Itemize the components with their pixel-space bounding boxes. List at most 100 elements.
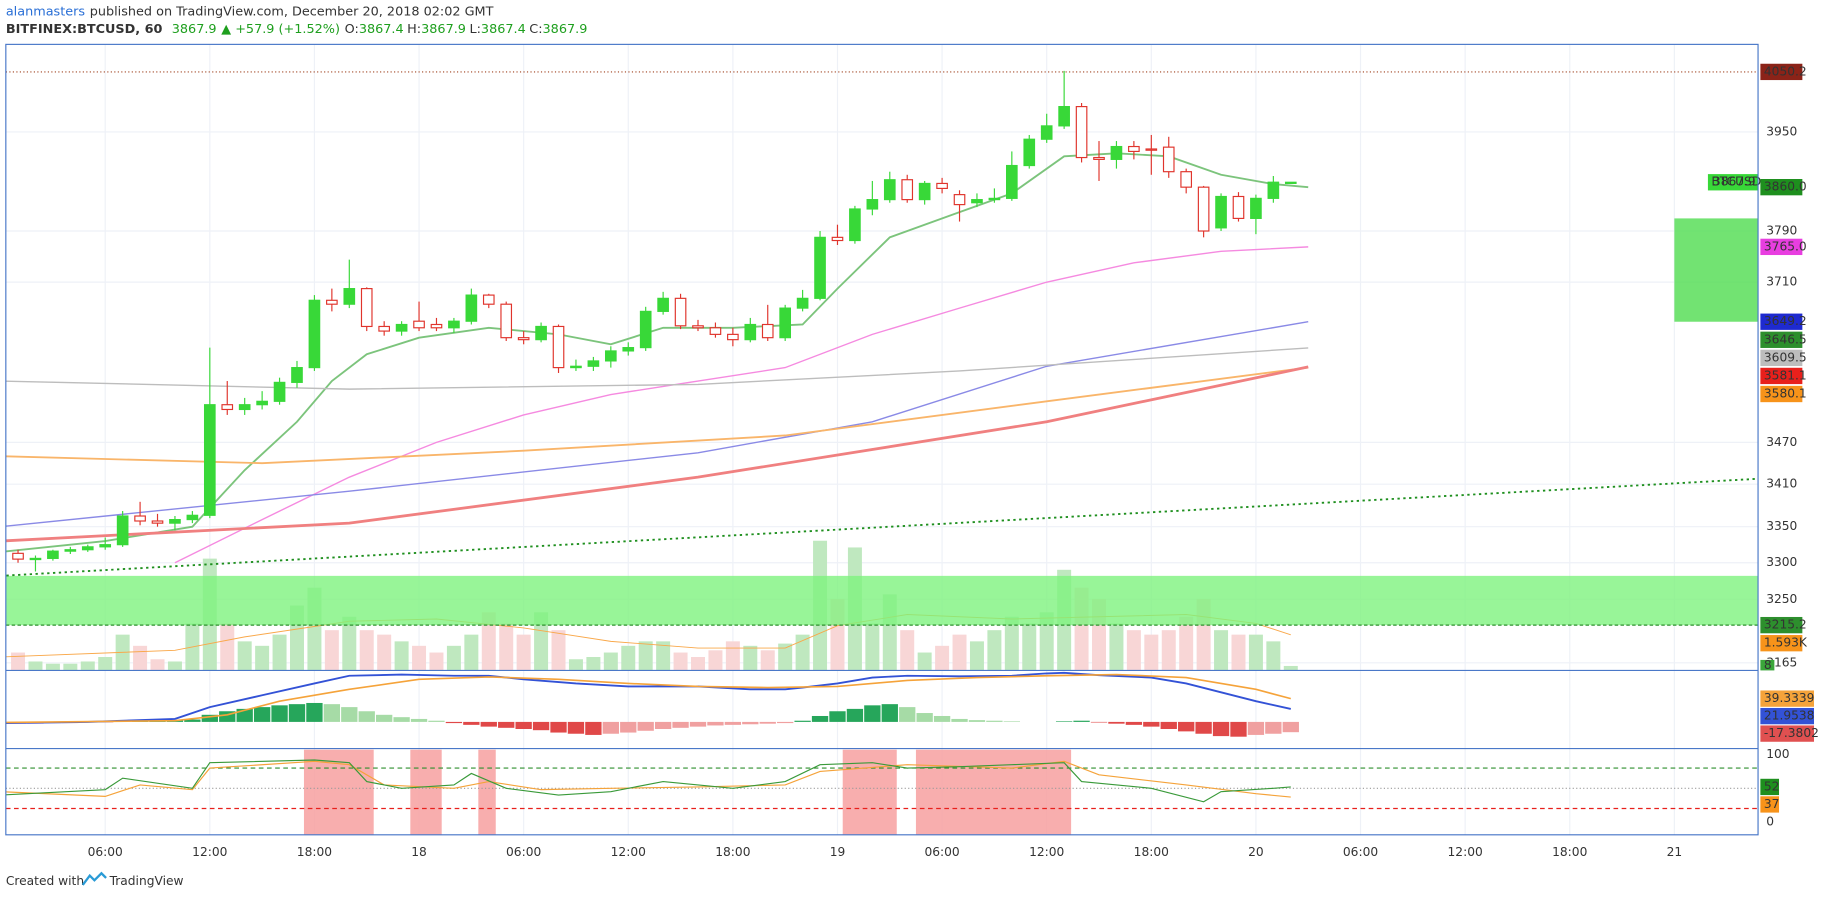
macd-histogram [498,721,515,728]
indicator-label-bg [1760,690,1815,707]
macd-histogram [794,720,811,722]
volume-bar [656,641,671,671]
candle-body [99,544,112,548]
price-label: 3765.0 [1764,239,1807,253]
volume-label: 8 [1764,658,1772,672]
candle-body [779,307,792,339]
moving-average [5,366,1309,465]
volume-bar [743,645,758,671]
candle-body [1232,195,1245,219]
candle-body [1215,195,1227,229]
volume-bar [1144,634,1159,671]
footer-text: Created with [6,874,84,888]
y-tick-label: 3790 [1766,224,1797,238]
volume-bar [586,657,601,671]
candle-body [1162,146,1175,173]
candle-body [692,325,704,329]
macd-histogram [445,721,463,724]
pane-border [5,43,1759,836]
candle-body [1058,106,1070,127]
price-label: 3860.0 [1764,180,1807,194]
candle-body [47,550,59,559]
x-tick-label: 12:00 [1448,845,1483,859]
volume-bar [935,645,950,671]
volume-bar [167,661,182,671]
macd-histogram [550,721,567,733]
volume-bar [429,652,444,671]
volume-bar [1039,612,1054,671]
candle-body [657,297,669,312]
candle-body [570,365,582,369]
candle-body [1197,186,1210,232]
candle-body [1006,164,1018,199]
last-price: 3867.9 [172,22,217,37]
volume-bar [464,634,479,671]
macd-histogram [846,708,864,722]
macd-histogram [654,721,672,730]
volume-bar [481,612,496,671]
macd-histogram [1125,721,1143,725]
macd-histogram [567,721,585,734]
volume-bar [412,645,427,671]
candle-body [587,360,600,367]
badge-symbol: BTCUSD [1711,175,1761,189]
candle-body [988,197,1001,201]
volume-bar [1179,616,1194,671]
author[interactable]: alanmasters [6,4,86,19]
macd-histogram [1178,721,1195,732]
macd-histogram [184,719,201,722]
macd-histogram [620,721,637,733]
macd-histogram [271,705,288,722]
volume-bar [1266,641,1281,671]
volume-bar [987,630,1002,671]
macd-histogram [899,707,916,722]
macd-histogram [829,711,846,722]
volume-bar [673,652,688,671]
candle-body [604,350,617,362]
macd-histogram [1195,721,1212,734]
price-label-bg [1760,179,1803,196]
volume-bar [377,634,392,671]
footer-brand[interactable]: TradingView [109,874,184,888]
volume-bar [1004,616,1019,671]
volume-bar [237,641,252,671]
macd-histogram [951,718,968,722]
price-label: 3581.1 [1764,368,1807,382]
x-tick-label: 12:00 [1029,845,1064,859]
volume-bar [900,630,915,671]
macd-histogram [864,705,881,722]
symbol: BITFINEX:BTCUSD, 60 [6,22,163,37]
indicator-label-bg [1760,778,1780,796]
candle-body [918,182,931,201]
candle-body [953,194,966,206]
candle-body [29,557,42,561]
macd-histogram [811,715,829,722]
macd-histogram [742,721,759,725]
x-tick-label: 18:00 [715,845,750,859]
candle-body [448,320,460,329]
macd-histogram [410,718,428,722]
volume-bar [272,634,287,671]
y-tick-label: 3350 [1766,519,1797,533]
stoch-line [5,760,1291,798]
change: ▲ +57.9 (+1.52%) [221,22,340,37]
x-tick-label: 06:00 [1343,845,1378,859]
candle-body [639,310,652,349]
macd-histogram [1003,721,1020,722]
candle-body [221,404,234,411]
volume-bar [795,634,810,671]
moving-average [174,246,1309,564]
candle-body [761,323,774,339]
macd-histogram [602,721,619,734]
price-label-bg [1760,349,1803,367]
ohlc-key: L: [469,22,480,37]
candle-body [1075,106,1088,159]
price-label: 4050.2 [1764,64,1807,78]
macd-histogram [637,721,654,731]
volume-bar [551,630,566,671]
price-label: 3609.5 [1764,350,1807,364]
candle-body [291,367,303,383]
volume-bar [63,663,78,671]
candle-body [814,236,826,299]
